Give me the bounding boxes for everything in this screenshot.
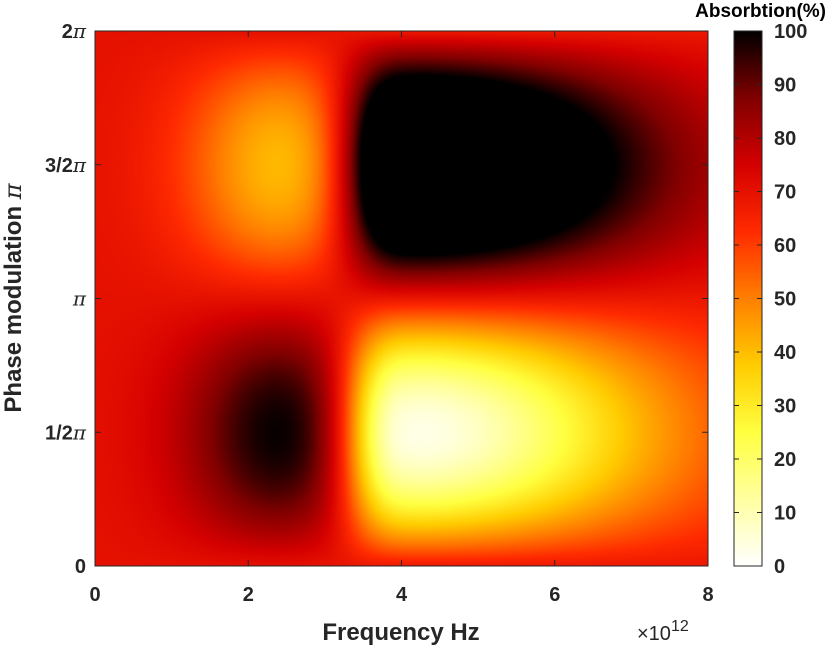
y-axis-title: Phase modulation π [0, 182, 27, 412]
y-tick-label-4: 2π [62, 19, 87, 43]
colorbar-tick-label-9: 90 [774, 75, 796, 97]
colorbar-tick-label-8: 80 [774, 128, 796, 150]
y-tick-label-3-prefix: 3/2 [45, 155, 73, 177]
x-axis-title: Frequency Hz [322, 619, 479, 646]
y-axis-title-text: Phase modulation [0, 199, 27, 412]
x-tick-label-3: 6 [549, 584, 560, 606]
x-axis-exponent-power: 12 [671, 618, 689, 635]
y-tick-label-1: 1/2π [45, 420, 87, 444]
colorbar-tick-label-0: 0 [774, 556, 785, 578]
y-tick-label-3: 3/2π [45, 153, 87, 177]
y-tick-label-2: π [72, 287, 87, 311]
colorbar-tick-label-7: 70 [774, 182, 796, 204]
colorbar-tick-label-2: 20 [774, 449, 796, 471]
y-tick-label-2-pi: π [72, 287, 87, 311]
colorbar-ticks: 0 10 20 30 40 50 60 70 80 90 100 [734, 21, 807, 578]
colorbar-tick-label-5: 50 [774, 289, 796, 311]
y-tick-label-0: 0 [75, 556, 86, 578]
x-axis-exponent-base: ×10 [637, 623, 671, 645]
colorbar-tick-label-10: 100 [774, 21, 807, 43]
x-tick-label-2: 4 [396, 584, 408, 606]
y-tick-label-3-pi: π [72, 153, 87, 177]
colorbar-tick-label-3: 30 [774, 396, 796, 418]
plot-area [94, 30, 709, 567]
y-tick-label-4-pi: π [72, 19, 87, 43]
colorbar-tick-label-6: 60 [774, 235, 796, 257]
heatmap-surface [95, 31, 708, 566]
x-tick-label-1: 2 [243, 584, 254, 606]
x-tick-label-0: 0 [89, 584, 100, 606]
x-tick-label-4: 8 [702, 584, 713, 606]
y-tick-label-4-prefix: 2 [62, 21, 73, 43]
y-tick-label-1-pi: π [72, 420, 87, 444]
y-axis-title-symbol: π [0, 182, 27, 200]
x-axis-ticks: 0 2 4 6 8 [89, 31, 714, 606]
y-tick-label-1-prefix: 1/2 [45, 422, 73, 444]
colorbar: 0 10 20 30 40 50 60 70 80 90 100 Absorbtion(%) [695, 1, 826, 578]
x-axis-exponent: ×1012 [637, 618, 689, 645]
colorbar-tick-label-4: 40 [774, 342, 796, 364]
y-tick-label-0-prefix: 0 [75, 556, 86, 578]
colorbar-title: Absorbtion(%) [695, 1, 826, 22]
colorbar-tick-label-1: 10 [774, 503, 796, 525]
